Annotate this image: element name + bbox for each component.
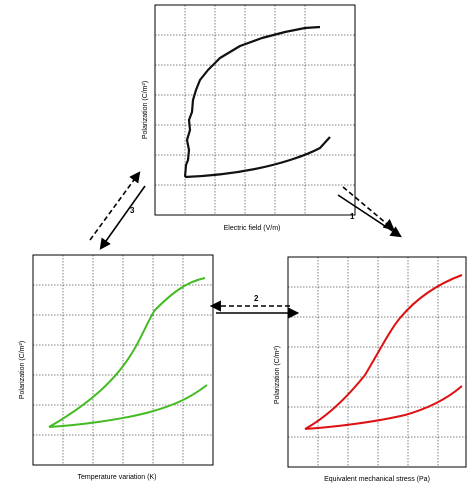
left-xlabel: Temperature variation (K) bbox=[78, 474, 157, 481]
grid bbox=[33, 255, 213, 465]
stress-curve bbox=[304, 274, 463, 430]
panel-electric-field: Electric field (V/m) Polarization (C/m²) bbox=[142, 4, 356, 232]
grid bbox=[155, 5, 355, 215]
panel-temperature: Temperature variation (K) Polarization (… bbox=[19, 254, 214, 481]
arrow-1-dashed bbox=[342, 186, 395, 231]
temperature-curve bbox=[48, 277, 208, 428]
arrow-3-dashed bbox=[89, 171, 141, 241]
panel-mechanical-stress: Equivalent mechanical stress (Pa) Polari… bbox=[274, 256, 467, 483]
arrow-3-solid bbox=[99, 185, 146, 250]
arrow-1-label: 1 bbox=[350, 212, 355, 221]
arrow-2-label: 2 bbox=[254, 294, 259, 303]
panel-frame bbox=[287, 256, 467, 468]
arrow-1-solid bbox=[337, 194, 402, 238]
right-ylabel: Polarization (C/m²) bbox=[274, 346, 281, 404]
arrow-2: 2 bbox=[209, 294, 300, 319]
right-xlabel: Equivalent mechanical stress (Pa) bbox=[324, 476, 430, 483]
arrow-3: 3 bbox=[89, 171, 146, 250]
top-ylabel: Polarization (C/m²) bbox=[142, 81, 149, 139]
arrow-3-label: 3 bbox=[130, 206, 135, 215]
top-xlabel: Electric field (V/m) bbox=[224, 225, 281, 232]
hysteresis-curve bbox=[183, 25, 331, 179]
arrow-1: 1 bbox=[337, 186, 402, 238]
left-ylabel: Polarization (C/m²) bbox=[19, 341, 26, 399]
